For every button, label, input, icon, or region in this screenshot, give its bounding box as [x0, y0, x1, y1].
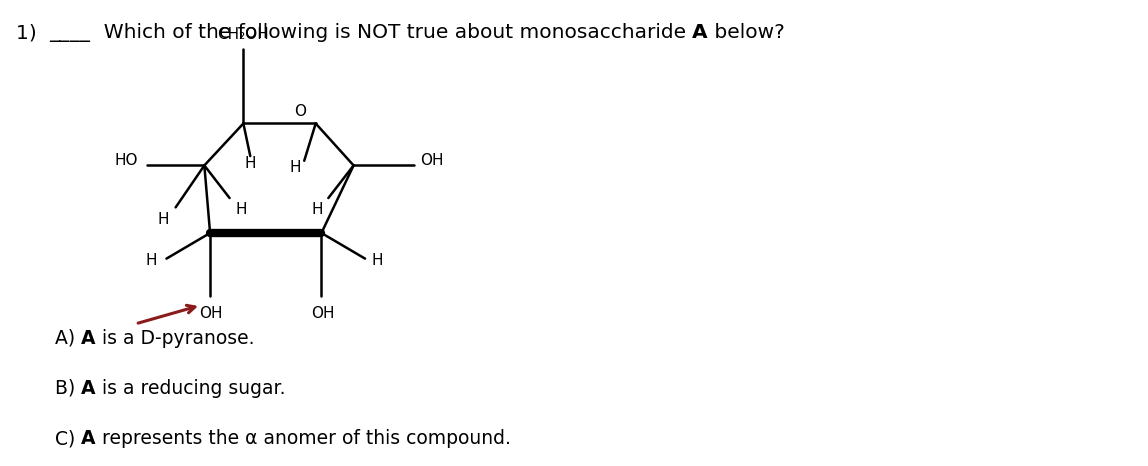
Text: ____: ____ [49, 23, 91, 42]
Text: represents the α anomer of this compound.: represents the α anomer of this compound… [95, 429, 511, 448]
Text: Which of the following is NOT true about monosaccharide: Which of the following is NOT true about… [91, 23, 692, 42]
Text: O: O [294, 104, 307, 119]
Text: is a reducing sugar.: is a reducing sugar. [95, 379, 286, 398]
Text: 1): 1) [16, 23, 49, 42]
Text: below?: below? [707, 23, 784, 42]
Text: H: H [146, 254, 157, 268]
Text: H: H [157, 212, 169, 227]
Text: A: A [82, 429, 95, 448]
Text: H: H [289, 160, 301, 175]
Text: A: A [692, 23, 707, 42]
Text: H: H [245, 156, 256, 171]
Text: A): A) [55, 329, 82, 348]
Text: OH: OH [420, 153, 443, 168]
Text: CH₂OH: CH₂OH [217, 27, 270, 42]
Text: is a D-pyranose.: is a D-pyranose. [95, 329, 254, 348]
Text: A: A [82, 329, 95, 348]
Text: OH: OH [200, 306, 223, 321]
Text: H: H [235, 202, 247, 217]
Text: H: H [311, 202, 323, 217]
Text: B): B) [55, 379, 82, 398]
Text: HO: HO [115, 153, 138, 168]
Text: C): C) [55, 429, 82, 448]
Text: OH: OH [311, 306, 334, 321]
Text: A: A [82, 379, 95, 398]
Text: H: H [372, 254, 383, 268]
